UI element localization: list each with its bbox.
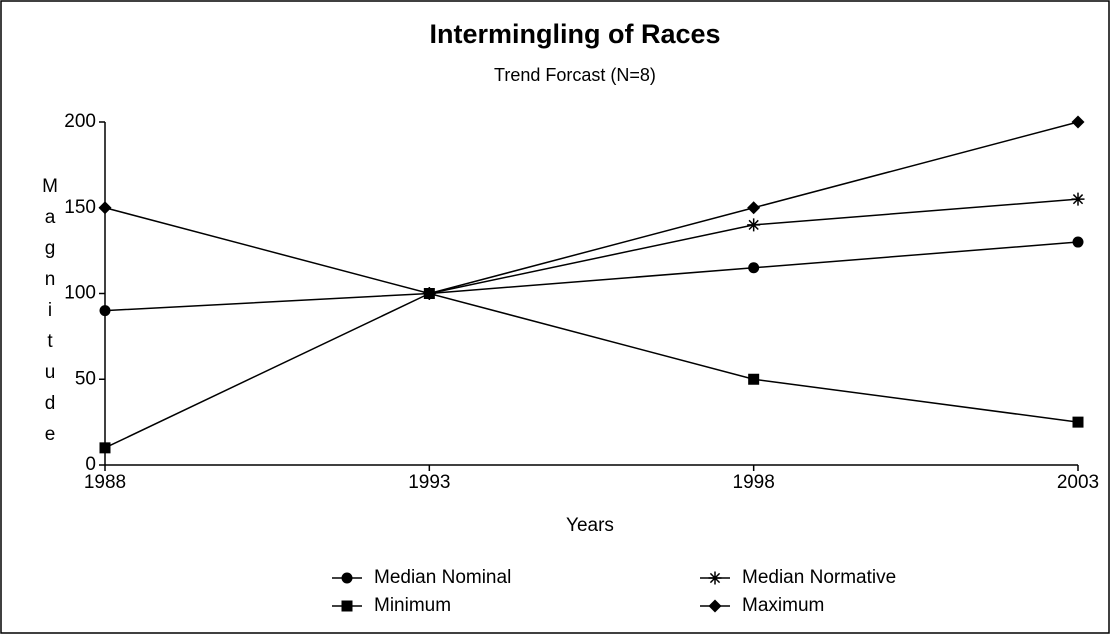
marker bbox=[1072, 236, 1084, 248]
legend-marker bbox=[341, 572, 353, 584]
marker bbox=[748, 373, 760, 385]
y-tick-label: 0 bbox=[85, 454, 96, 475]
y-tick-label: 100 bbox=[64, 283, 96, 304]
marker bbox=[98, 201, 112, 215]
chart-title: Intermingling of Races bbox=[429, 19, 720, 49]
legend-label: Minimum bbox=[374, 595, 451, 616]
series-line bbox=[104, 292, 1079, 449]
chart-subtitle: Trend Forcast (N=8) bbox=[494, 65, 656, 85]
legend-marker bbox=[708, 571, 722, 585]
series-line bbox=[104, 121, 1079, 295]
marker bbox=[1072, 416, 1084, 428]
series-line bbox=[104, 241, 1079, 312]
y-tick-label: 200 bbox=[64, 111, 96, 132]
marker bbox=[99, 442, 111, 454]
marker bbox=[748, 262, 760, 274]
legend-label: Maximum bbox=[742, 595, 824, 616]
legend-label: Median Nominal bbox=[374, 567, 511, 588]
marker bbox=[1071, 192, 1085, 206]
y-tick-label: 50 bbox=[75, 368, 96, 389]
y-tick-label: 150 bbox=[64, 197, 96, 218]
x-tick-label: 1993 bbox=[408, 472, 450, 493]
marker bbox=[99, 305, 111, 317]
x-axis-label: Years bbox=[566, 515, 614, 536]
y-axis-label: Magnitude bbox=[40, 176, 61, 455]
x-tick-label: 1998 bbox=[733, 472, 775, 493]
marker bbox=[747, 201, 761, 215]
x-tick-label: 2003 bbox=[1057, 472, 1099, 493]
marker bbox=[747, 218, 761, 232]
marker bbox=[1071, 115, 1085, 129]
legend-marker bbox=[708, 599, 722, 613]
legend-label: Median Normative bbox=[742, 567, 896, 588]
legend-marker bbox=[341, 600, 353, 612]
marker bbox=[422, 287, 436, 300]
x-tick-label: 1988 bbox=[84, 472, 126, 493]
